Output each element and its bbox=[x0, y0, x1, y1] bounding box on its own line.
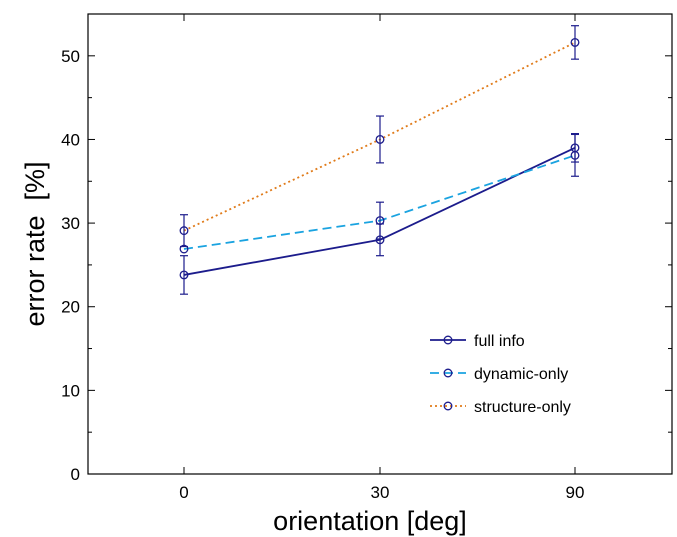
x-axis-title: orientation [deg] bbox=[273, 506, 467, 536]
legend-marker bbox=[443, 401, 453, 411]
legend-label: structure-only bbox=[474, 399, 571, 416]
data-point bbox=[375, 216, 385, 226]
series-layer bbox=[179, 25, 580, 295]
legend-item: full info bbox=[430, 333, 525, 350]
legend-label: full info bbox=[474, 333, 525, 350]
legend: full info dynamic-only structure-only bbox=[430, 333, 571, 416]
data-point bbox=[179, 270, 189, 280]
legend-marker bbox=[443, 368, 453, 378]
y-tick-label: 30 bbox=[61, 214, 80, 233]
legend-item: structure-only bbox=[430, 399, 571, 416]
legend-label: dynamic-only bbox=[474, 366, 568, 383]
data-point bbox=[375, 135, 385, 144]
data-point bbox=[570, 37, 580, 47]
y-axis-title: error rate [%] bbox=[20, 161, 50, 326]
y-tick-label: 50 bbox=[61, 47, 80, 66]
x-tick-label: 90 bbox=[566, 483, 585, 502]
y-tick-label: 40 bbox=[61, 130, 80, 149]
data-point bbox=[570, 150, 580, 160]
x-tick-label: 0 bbox=[179, 483, 188, 502]
y-axis-ticks: 0 10 20 30 40 50 bbox=[61, 13, 672, 484]
legend-marker bbox=[443, 335, 453, 345]
legend-item: dynamic-only bbox=[430, 366, 568, 383]
y-tick-label: 20 bbox=[61, 298, 80, 317]
x-tick-label: 30 bbox=[371, 483, 390, 502]
y-tick-label: 0 bbox=[71, 465, 80, 484]
y-tick-label: 10 bbox=[61, 381, 80, 400]
x-axis-ticks: 0 30 90 bbox=[179, 14, 584, 502]
series-structure-only bbox=[179, 25, 580, 248]
data-point bbox=[179, 226, 189, 236]
